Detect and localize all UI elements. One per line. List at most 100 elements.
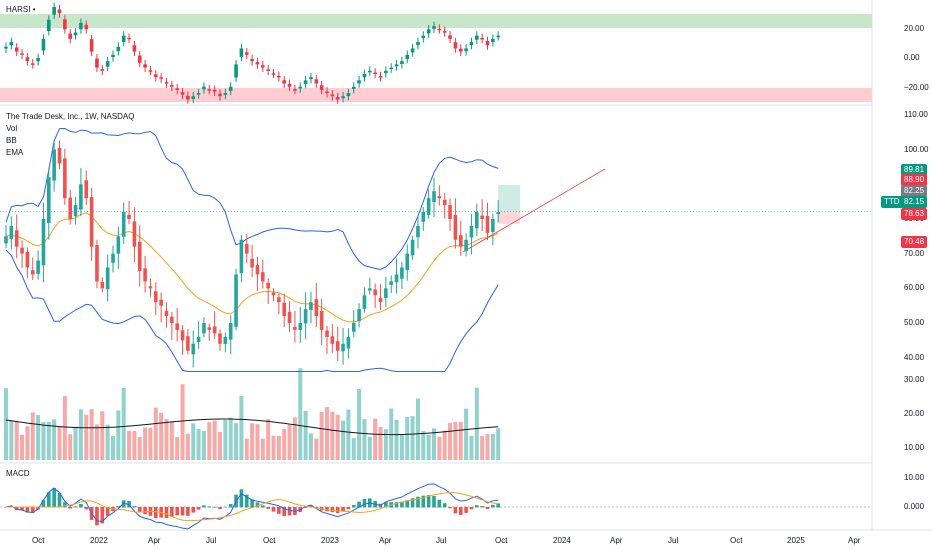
volume-bar (223, 420, 228, 460)
macd-histogram-bar (30, 507, 35, 514)
volume-bar (464, 408, 469, 460)
candle-body (250, 258, 254, 268)
volume-bar (399, 434, 404, 460)
volume-bar (367, 436, 372, 460)
candle-body (63, 158, 67, 199)
volume-bar (100, 411, 105, 460)
macd-histogram-bar (175, 507, 179, 516)
candle-body (453, 214, 458, 240)
harsi-candle (426, 29, 431, 34)
volume-bar (357, 389, 362, 460)
macd-histogram-bar (196, 507, 201, 510)
harsi-candle (89, 39, 94, 52)
volume-bar (4, 388, 8, 460)
macd-histogram-bar (410, 498, 415, 508)
macd-histogram-bar (25, 507, 30, 513)
harsi-candle (47, 19, 51, 32)
macd-histogram-bar (480, 506, 484, 508)
candle-body (68, 197, 72, 219)
volume-bar (335, 414, 340, 460)
harsi-candle (255, 62, 260, 65)
candle-body (52, 149, 56, 181)
volume-bar (212, 420, 217, 460)
time-axis-tick: 2023 (321, 536, 339, 545)
price-axis-tick: 40.00 (904, 352, 925, 362)
volume-bar (421, 430, 426, 460)
candle-body (282, 302, 286, 317)
harsi-candle (207, 89, 212, 91)
price-tag: 82.15 (901, 196, 928, 208)
volume-bar (415, 398, 420, 460)
harsi-axis-tick: 20.00 (904, 24, 925, 33)
price-tag: 89.81 (901, 164, 928, 176)
volume-bar (121, 387, 126, 460)
volume-bar (239, 395, 244, 460)
harsi-candle (373, 72, 377, 74)
volume-axis-tick: 10.00 (904, 443, 925, 452)
volume-bar (405, 417, 410, 460)
macd-histogram-bar (191, 507, 196, 513)
macd-histogram-bar (496, 503, 500, 508)
volume-bar (30, 412, 35, 460)
volume-bar (314, 438, 319, 460)
macd-histogram-bar (143, 507, 147, 515)
candle-body (244, 243, 249, 254)
macd-histogram-bar (282, 507, 286, 516)
volume-bar (346, 409, 351, 460)
candle-body (121, 212, 126, 237)
harsi-candle (330, 94, 335, 97)
harsi-candle (14, 47, 19, 52)
harsi-candle (132, 45, 137, 52)
candle-body (180, 330, 185, 341)
candle-body (346, 336, 351, 349)
harsi-candle (180, 92, 185, 95)
volume-bar (255, 424, 260, 460)
candle-body (191, 343, 196, 355)
candle-body (400, 267, 404, 279)
candle-body (405, 253, 410, 271)
macd-histogram-bar (442, 503, 447, 508)
harsi-candle (394, 64, 399, 67)
macd-histogram-bar (426, 495, 431, 508)
candle-body (73, 205, 78, 217)
time-axis-tick: Jul (668, 536, 679, 545)
candle-body (137, 241, 142, 271)
volume-bar (127, 430, 132, 460)
harsi-candle (421, 35, 426, 39)
volume-bar (153, 407, 158, 460)
volume-bar (94, 424, 99, 460)
harsi-candle (116, 46, 121, 52)
candle-body (89, 197, 94, 247)
macd-histogram-bar (357, 501, 361, 508)
volume-bar (351, 438, 356, 460)
candle-body (341, 343, 345, 352)
harsi-candle (271, 73, 276, 75)
volume-bar (132, 430, 137, 460)
macd-histogram-bar (303, 507, 308, 508)
candle-body (116, 236, 121, 254)
volume-bar (111, 436, 115, 460)
harsi-candle (453, 42, 458, 49)
harsi-candle (405, 54, 410, 59)
harsi-candle (121, 35, 126, 42)
harsi-candle (105, 61, 110, 67)
harsi-candle (186, 95, 190, 100)
macd-histogram-bar (212, 506, 217, 508)
harsi-candle (73, 32, 78, 36)
volume-bar (159, 412, 164, 460)
harsi-candle (202, 86, 206, 90)
harsi-candle (41, 38, 46, 51)
harsi-candle (464, 48, 468, 52)
candle-body (79, 184, 83, 210)
candle-body (148, 286, 153, 289)
harsi-candle (277, 75, 281, 78)
volume-bar (180, 384, 185, 460)
macd-histogram-bar (346, 507, 351, 510)
volume-bar (20, 434, 25, 460)
volume-bar (383, 429, 388, 460)
volume-bar (298, 368, 303, 460)
candle-body (30, 270, 35, 275)
harsi-candle (63, 19, 67, 30)
price-tag: 82.25 (901, 185, 928, 197)
